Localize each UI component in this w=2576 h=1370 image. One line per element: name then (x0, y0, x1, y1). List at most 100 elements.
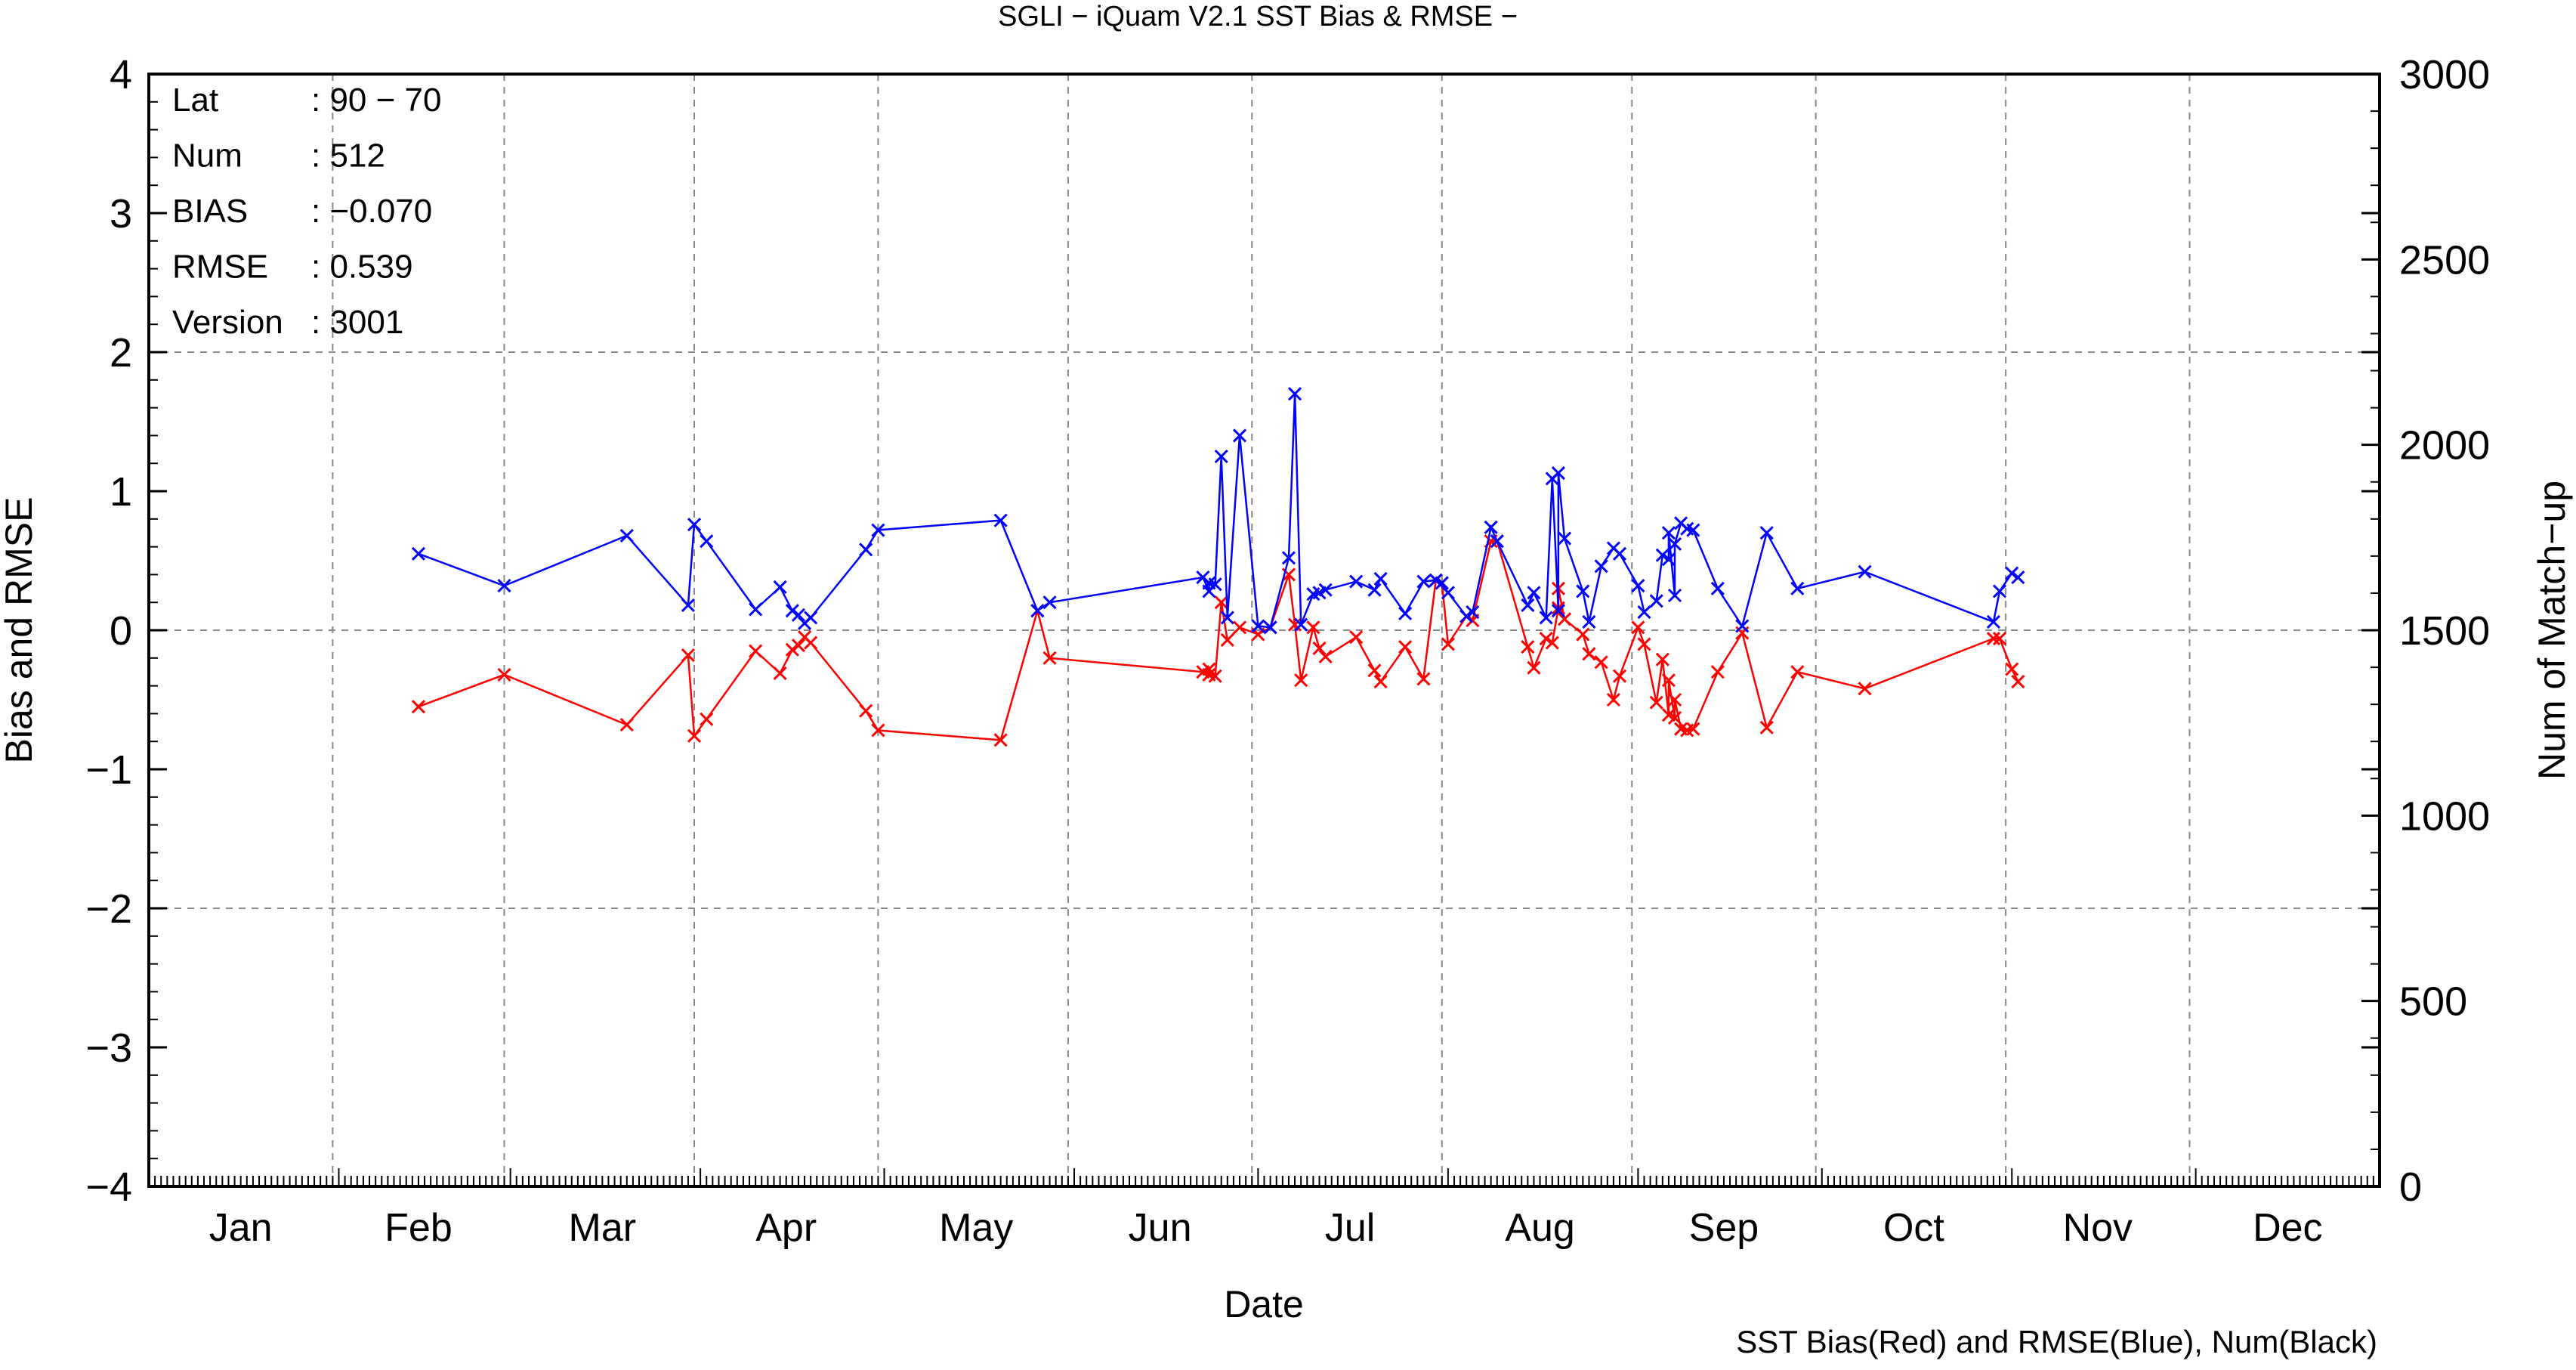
data-point (497, 579, 511, 593)
x-tick-label: Jan (209, 1206, 273, 1250)
stat-key: RMSE (172, 249, 268, 286)
y-tick-label: 0 (110, 608, 132, 654)
y-tick-label: 3 (110, 191, 132, 237)
data-point (687, 518, 702, 532)
data-point (1551, 604, 1565, 618)
data-point (1858, 564, 1872, 579)
data-point (1858, 682, 1872, 696)
data-point (871, 723, 885, 738)
chart-footer: SST Bias(Red) and RMSE(Blue), Num(Black) (1736, 1324, 2377, 1359)
data-point (1367, 583, 1382, 597)
data-point (1459, 609, 1474, 623)
data-point (1441, 586, 1455, 600)
stat-value: : 0.539 (311, 249, 413, 286)
data-point (2005, 566, 2019, 580)
series-line (418, 394, 2019, 629)
data-point (785, 604, 799, 618)
data-point (2005, 662, 2019, 676)
data-point (749, 644, 763, 658)
x-tick-label: Dec (2253, 1206, 2322, 1250)
data-point (1606, 692, 1620, 707)
data-point (1373, 675, 1388, 689)
data-point (1521, 640, 1535, 654)
data-point (1441, 637, 1455, 651)
data-point (619, 718, 634, 732)
y2-tick-label: 2500 (2399, 237, 2490, 283)
x-tick-label: Feb (385, 1206, 452, 1250)
data-point (1667, 537, 1682, 551)
data-point (1649, 695, 1663, 710)
data-point (687, 728, 702, 743)
data-point (1661, 526, 1676, 540)
stat-value: : −0.070 (311, 193, 432, 230)
y-axis-left: 4 3 2 1 0 −1 −2 −3 −4 (85, 52, 2380, 1210)
x-tick-label: Sep (1689, 1206, 1759, 1250)
data-point (1349, 630, 1364, 645)
data-point (1637, 605, 1651, 620)
data-point (1042, 651, 1057, 665)
data-point (791, 639, 806, 653)
x-tick-label: Oct (1883, 1206, 1944, 1250)
data-point (1557, 531, 1572, 546)
data-point (1251, 619, 1265, 633)
data-point (1594, 559, 1608, 574)
data-point (1214, 449, 1228, 464)
data-point (1312, 641, 1327, 655)
data-point (681, 648, 695, 663)
data-point (1631, 579, 1645, 593)
data-point (1367, 663, 1382, 678)
stats-box: Lat: 90 − 70 Num: 512 BIAS: −0.070 RMSE: 0.… (172, 82, 441, 341)
data-point (804, 611, 818, 625)
data-point (1484, 520, 1498, 534)
y2-tick-label: 0 (2399, 1164, 2422, 1210)
series-layer (411, 387, 2025, 747)
data-point (1539, 631, 1553, 646)
x-tick-label: Jun (1129, 1206, 1192, 1250)
data-point (1759, 720, 1774, 734)
y-axis-right: 3000 2500 2000 1500 1000 500 0 (2361, 52, 2490, 1210)
y2-tick-label: 1500 (2399, 608, 2490, 654)
data-point (1416, 574, 1431, 589)
stat-value: : 3001 (311, 304, 403, 341)
data-point (1576, 584, 1590, 598)
data-point (993, 733, 1008, 747)
y-tick-label: −1 (85, 747, 132, 793)
data-point (1992, 584, 2007, 598)
data-point (1986, 614, 2000, 629)
stat-key: Version (172, 304, 283, 341)
data-point (1655, 652, 1669, 666)
data-point (1318, 583, 1333, 597)
data-point (1208, 669, 1222, 683)
data-point (2011, 571, 2025, 585)
data-point (1667, 692, 1682, 707)
data-point (1527, 660, 1541, 675)
data-point (1306, 620, 1320, 635)
data-point (1790, 665, 1805, 679)
data-point (1490, 534, 1504, 549)
x-tick-label: Mar (569, 1206, 637, 1250)
data-point (1735, 619, 1750, 633)
y-tick-label: 1 (110, 469, 132, 515)
grid (149, 74, 2380, 1186)
data-point (497, 667, 511, 682)
data-point (1416, 672, 1431, 686)
data-point (1435, 576, 1449, 590)
data-point (859, 543, 873, 557)
data-point (1661, 552, 1676, 567)
data-point (1398, 606, 1413, 620)
data-point (411, 546, 426, 561)
stat-key: Lat (172, 82, 218, 119)
x-axis: Jan Feb Mar Apr May Jun Jul Aug Sep Oct Nov Dec (209, 1206, 2323, 1250)
data-point (1318, 649, 1333, 664)
x-tick-label: Aug (1505, 1206, 1575, 1250)
data-point (1527, 586, 1541, 600)
x-tick-label: Apr (755, 1206, 817, 1250)
data-point (1631, 620, 1645, 635)
data-point (1992, 631, 2007, 646)
data-point (1576, 627, 1590, 642)
y2-tick-label: 2000 (2399, 423, 2490, 469)
data-point (700, 712, 714, 726)
data-point (411, 700, 426, 714)
data-point (1655, 548, 1669, 562)
